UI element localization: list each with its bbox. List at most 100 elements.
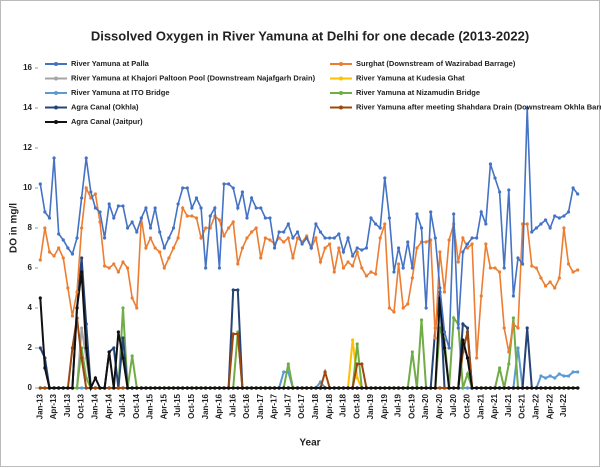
data-point — [566, 210, 571, 214]
data-point — [355, 250, 359, 254]
data-point — [410, 276, 414, 280]
legend-marker — [339, 105, 343, 110]
data-point — [539, 374, 543, 378]
data-point — [318, 386, 323, 390]
data-point — [383, 176, 387, 180]
data-point — [245, 386, 249, 390]
data-point — [103, 264, 107, 268]
data-point — [557, 276, 561, 280]
data-point — [70, 314, 75, 318]
data-point — [153, 386, 157, 390]
data-point — [199, 236, 203, 240]
data-point — [47, 250, 52, 254]
data-point — [70, 386, 75, 390]
data-point — [116, 270, 120, 274]
data-point — [442, 330, 447, 334]
data-point — [61, 386, 65, 390]
data-point — [576, 192, 580, 196]
data-point — [360, 266, 364, 270]
x-axis-label: Year — [299, 438, 320, 449]
data-point — [231, 386, 235, 390]
data-point — [452, 386, 456, 390]
data-point — [534, 386, 538, 390]
data-point — [227, 182, 231, 186]
data-point — [511, 294, 515, 298]
data-point — [259, 386, 263, 390]
data-point — [369, 386, 373, 390]
data-point — [493, 266, 497, 270]
data-point — [236, 386, 240, 390]
data-point — [70, 252, 75, 256]
x-tick-label: Apr-16 — [215, 393, 224, 419]
data-point — [433, 386, 437, 390]
x-tick-label: Apr-17 — [270, 393, 279, 419]
x-tick-label: Oct-16 — [242, 393, 251, 418]
data-point — [530, 230, 534, 234]
data-point — [488, 266, 493, 270]
data-point — [456, 326, 460, 330]
legend-marker — [54, 76, 58, 81]
legend-label: River Yamuna after meeting Shahdara Drai… — [356, 102, 601, 111]
data-point — [295, 230, 300, 234]
data-point — [543, 218, 548, 222]
data-point — [470, 236, 474, 240]
data-point — [328, 242, 332, 246]
data-point — [259, 206, 263, 210]
data-point — [323, 246, 327, 250]
data-point — [516, 256, 520, 260]
x-tick-label: Jul-14 — [118, 393, 127, 417]
x-tick-label: Jan-20 — [421, 393, 430, 419]
x-tick-label: Apr-20 — [435, 393, 444, 419]
data-point — [548, 280, 552, 284]
data-point — [80, 326, 84, 330]
data-point — [135, 386, 139, 390]
data-point — [176, 236, 180, 240]
data-point — [548, 226, 552, 230]
data-point — [374, 386, 378, 390]
data-point — [254, 226, 258, 230]
data-point — [222, 386, 226, 390]
data-point — [525, 106, 529, 110]
data-point — [249, 196, 254, 200]
x-tick-label: Jul-21 — [504, 393, 513, 417]
data-point — [337, 246, 341, 250]
data-point — [360, 362, 364, 366]
data-point — [438, 286, 442, 290]
data-point — [328, 386, 332, 390]
data-point — [80, 226, 84, 230]
data-point — [419, 318, 424, 322]
data-point — [282, 240, 286, 244]
data-point — [43, 366, 47, 370]
data-point — [369, 216, 373, 220]
data-point — [309, 246, 313, 250]
data-point — [479, 386, 483, 390]
data-point — [484, 222, 488, 226]
data-point — [553, 214, 557, 218]
data-point — [130, 386, 134, 390]
data-point — [566, 374, 571, 378]
data-point — [346, 260, 350, 264]
data-point — [502, 266, 506, 270]
data-point — [89, 190, 93, 194]
data-point — [98, 220, 102, 224]
x-tick-label: Oct-14 — [132, 393, 141, 418]
data-point — [112, 346, 116, 350]
data-point — [38, 386, 42, 390]
data-point — [539, 386, 543, 390]
x-tick-label: Jul-15 — [173, 393, 182, 417]
data-point — [470, 386, 474, 390]
data-point — [57, 232, 61, 236]
data-point — [415, 212, 419, 216]
data-point — [442, 290, 447, 294]
data-point — [576, 370, 580, 374]
data-point — [93, 386, 98, 390]
data-point — [364, 246, 369, 250]
data-point — [98, 386, 102, 390]
data-point — [66, 286, 70, 290]
data-point — [465, 242, 470, 246]
data-point — [61, 238, 65, 242]
data-point — [351, 264, 355, 268]
data-point — [576, 386, 580, 390]
data-point — [162, 266, 166, 270]
data-point — [47, 216, 52, 220]
